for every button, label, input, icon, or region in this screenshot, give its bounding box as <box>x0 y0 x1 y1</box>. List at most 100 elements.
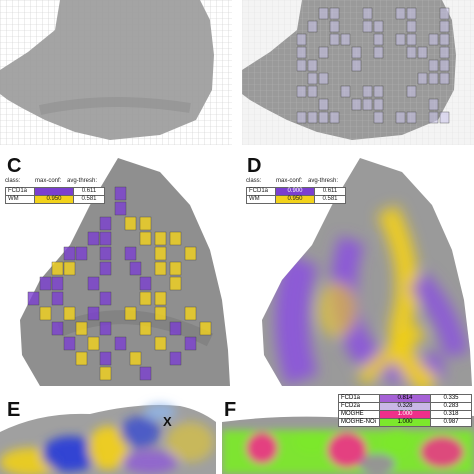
legend-header-max-conf: max-conf: <box>276 178 303 184</box>
annotated-patch <box>296 59 307 72</box>
patch-fcd1a <box>39 276 52 291</box>
legend-row: FCD1a 0.814 0.335 <box>338 394 472 403</box>
annotated-patch <box>307 111 318 124</box>
tissue-section <box>0 0 214 140</box>
annotated-patch <box>428 98 439 111</box>
patch-wm <box>169 231 182 246</box>
annotated-patch <box>318 111 329 124</box>
patch-fcd1a <box>51 276 64 291</box>
legend-header-class: class: <box>5 178 21 184</box>
patch-fcd1a <box>99 246 112 261</box>
patch-fcd1a <box>99 351 112 366</box>
annotated-patch <box>362 7 373 20</box>
patch-fcd1a <box>139 276 152 291</box>
annotated-patch <box>329 20 340 33</box>
annotated-patch <box>417 46 428 59</box>
legend-class: WM <box>246 195 276 204</box>
patch-wm <box>129 351 142 366</box>
legend-row: WM 0.950 0.581 <box>246 195 346 204</box>
patch-fcd1a <box>99 216 112 231</box>
annotated-patch <box>307 72 318 85</box>
annotated-patch <box>439 33 450 46</box>
classified-patches <box>27 186 212 381</box>
patch-fcd1a <box>27 291 40 306</box>
annotated-patch <box>373 46 384 59</box>
annotated-patch <box>296 85 307 98</box>
annotated-patch <box>307 85 318 98</box>
annotated-patch <box>296 111 307 124</box>
legend-avg-thresh: 0.581 <box>73 195 105 204</box>
annotated-patch <box>362 85 373 98</box>
annotated-patch <box>439 111 450 124</box>
patch-fcd1a <box>87 231 100 246</box>
patch-wm <box>75 351 88 366</box>
annotated-patch <box>395 33 406 46</box>
patch-fcd1a <box>87 306 100 321</box>
confidence-heatmap <box>275 205 469 386</box>
legend-class: FCD2a <box>338 402 380 411</box>
class-legend: class: max-conf: avg-thresh: FCD1a 0.900… <box>246 178 346 208</box>
annotated-patch <box>318 72 329 85</box>
patch-wm <box>154 336 167 351</box>
legend-row: FCD1a 0.900 0.611 <box>246 187 346 196</box>
patch-wm <box>154 306 167 321</box>
legend-avg-thresh: 0.611 <box>314 187 346 196</box>
patch-wm <box>124 216 137 231</box>
panel-b <box>242 0 474 145</box>
patch-wm <box>139 231 152 246</box>
patch-fcd1a <box>169 321 182 336</box>
legend-class: FCD1a <box>246 187 276 196</box>
legend-max-conf: 0.814 <box>379 394 431 403</box>
legend-avg-thresh: 0.987 <box>430 418 472 427</box>
annotated-patch <box>329 33 340 46</box>
annotated-patch <box>318 46 329 59</box>
annotated-patch <box>351 59 362 72</box>
legend-class: MOGHE-NOi <box>338 418 380 427</box>
patch-wm <box>99 366 112 381</box>
annotated-patch <box>439 59 450 72</box>
patch-wm <box>154 291 167 306</box>
legend-row: FCD2a 0.328 0.283 <box>338 402 472 411</box>
patch-wm <box>154 246 167 261</box>
annotated-patch <box>351 46 362 59</box>
patch-wm <box>51 261 64 276</box>
legend-avg-thresh: 0.611 <box>73 187 105 196</box>
legend-avg-thresh: 0.318 <box>430 410 472 419</box>
patch-fcd1a <box>114 186 127 201</box>
annotated-patch <box>406 85 417 98</box>
panel-f: F FCD1a 0.814 0.335 FCD2a 0.328 0.283 MO… <box>222 392 474 474</box>
panel-b-annotated-image <box>242 0 474 145</box>
legend-table: FCD1a 0.900 0.611 WM 0.950 0.581 <box>246 187 346 204</box>
panel-letter: E <box>7 399 21 421</box>
legend-class: FCD1a <box>5 187 35 196</box>
confidence-heatmap <box>0 404 214 474</box>
annotated-patch <box>406 20 417 33</box>
patch-wm <box>154 231 167 246</box>
patch-fcd1a <box>114 201 127 216</box>
annotated-patch <box>362 20 373 33</box>
annotated-patch <box>395 111 406 124</box>
patch-fcd1a <box>184 336 197 351</box>
patch-fcd1a <box>99 291 112 306</box>
patch-wm <box>39 306 52 321</box>
patch-wm <box>154 261 167 276</box>
patch-wm <box>169 276 182 291</box>
annotated-patch <box>318 7 329 20</box>
patch-fcd1a <box>51 291 64 306</box>
patch-wm <box>139 291 152 306</box>
annotated-patch <box>373 98 384 111</box>
legend-class: MOGHE <box>338 410 380 419</box>
panel-c: C class: max-conf: avg-thresh: FCD1a 0.6… <box>0 150 232 386</box>
legend-max-conf: 0.950 <box>275 195 315 204</box>
patch-fcd1a <box>114 336 127 351</box>
confidence-heatmap <box>222 428 474 474</box>
panel-a <box>0 0 232 145</box>
annotated-patch <box>340 85 351 98</box>
legend-row: WM 0.950 0.581 <box>5 195 105 204</box>
annotated-patch <box>439 72 450 85</box>
patch-wm <box>87 336 100 351</box>
annotated-patch <box>373 85 384 98</box>
region-marker: X <box>163 414 172 429</box>
patch-fcd1a <box>75 246 88 261</box>
annotated-patch <box>406 111 417 124</box>
